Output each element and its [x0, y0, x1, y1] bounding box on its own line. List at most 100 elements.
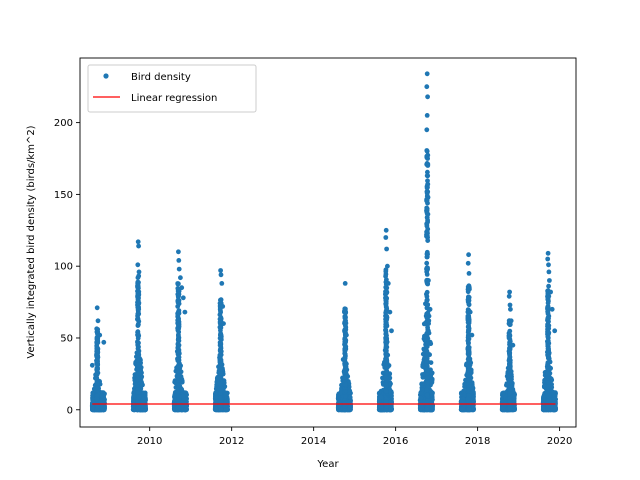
- data-point: [347, 394, 353, 400]
- data-point: [343, 394, 348, 399]
- data-point: [218, 335, 224, 340]
- data-point: [176, 383, 182, 388]
- data-point-spike: [179, 285, 185, 291]
- data-point: [135, 275, 141, 281]
- data-point-spike: [384, 246, 389, 252]
- data-point-spike: [136, 243, 142, 249]
- data-point: [180, 393, 186, 399]
- data-point-spike: [387, 309, 393, 315]
- data-point: [176, 405, 181, 411]
- data-point: [176, 368, 181, 374]
- data-point: [175, 341, 181, 347]
- data-point: [217, 325, 223, 330]
- data-point-spike: [389, 328, 394, 334]
- data-point: [383, 269, 389, 274]
- data-point-spike: [342, 309, 347, 315]
- data-point: [388, 407, 393, 413]
- data-point: [175, 281, 181, 286]
- data-point-spike: [218, 272, 224, 278]
- data-point: [136, 306, 142, 312]
- data-point-spike: [340, 357, 346, 362]
- data-point: [384, 339, 389, 345]
- data-point-spike: [95, 318, 101, 324]
- data-point: [136, 344, 141, 350]
- data-point: [218, 395, 223, 401]
- data-point: [135, 406, 141, 412]
- data-point: [135, 311, 141, 317]
- data-point-spike: [220, 304, 226, 309]
- data-point: [176, 310, 182, 316]
- data-point: [94, 367, 100, 373]
- data-point: [378, 394, 384, 400]
- data-point: [175, 300, 181, 305]
- data-point-spike: [101, 339, 107, 345]
- season-points: [130, 239, 149, 413]
- data-point-spike: [94, 305, 100, 311]
- data-point: [94, 349, 100, 354]
- data-point: [176, 373, 182, 379]
- data-point: [95, 337, 100, 343]
- data-point-spike: [135, 239, 141, 245]
- data-point: [343, 364, 349, 370]
- data-point: [140, 382, 145, 388]
- data-point: [135, 291, 141, 297]
- data-point: [218, 340, 224, 346]
- data-point-spike: [97, 332, 103, 338]
- data-point: [94, 381, 100, 386]
- data-point: [136, 362, 142, 368]
- data-point-spike: [135, 316, 140, 322]
- data-point: [343, 323, 348, 329]
- data-point: [94, 371, 100, 376]
- data-point: [136, 332, 141, 338]
- season-points: [376, 227, 394, 413]
- data-point: [135, 377, 141, 382]
- data-point: [183, 407, 188, 412]
- data-point: [94, 352, 99, 358]
- data-point: [135, 322, 141, 328]
- data-point-spike: [219, 281, 225, 286]
- data-point: [217, 381, 223, 387]
- data-point: [176, 332, 181, 338]
- data-point: [94, 407, 100, 412]
- data-point: [135, 339, 140, 345]
- season-points: [89, 305, 107, 413]
- data-point: [384, 317, 390, 322]
- data-point: [175, 357, 181, 363]
- data-point: [94, 375, 100, 381]
- data-point: [218, 390, 223, 396]
- data-point: [342, 348, 348, 354]
- data-point: [217, 375, 223, 381]
- data-point: [383, 399, 389, 404]
- data-point: [383, 388, 389, 394]
- data-point: [383, 322, 389, 327]
- data-point: [384, 364, 390, 370]
- data-point: [136, 394, 142, 400]
- data-point-spike: [136, 301, 142, 306]
- data-point-spike: [180, 295, 186, 301]
- data-point: [218, 315, 224, 320]
- data-point: [217, 352, 223, 358]
- data-point: [218, 370, 224, 376]
- data-point-spike: [221, 321, 226, 326]
- data-point: [135, 358, 141, 364]
- data-point: [100, 407, 105, 412]
- season-points: [417, 71, 435, 413]
- data-point-spike: [135, 283, 141, 289]
- data-point: [383, 350, 389, 355]
- season-points: [212, 268, 230, 413]
- data-point-spike: [383, 227, 389, 233]
- data-point: [383, 370, 389, 375]
- data-point-spike: [343, 318, 348, 324]
- data-point: [383, 375, 389, 381]
- data-point: [384, 289, 389, 295]
- data-point-spike: [385, 281, 391, 286]
- data-point-spike: [89, 362, 95, 368]
- data-point-spike: [178, 275, 183, 281]
- data-point: [213, 390, 219, 396]
- data-point: [384, 306, 390, 311]
- data-point-spike: [342, 281, 348, 286]
- data-point: [342, 375, 347, 380]
- data-point: [389, 393, 394, 399]
- data-point: [94, 385, 100, 391]
